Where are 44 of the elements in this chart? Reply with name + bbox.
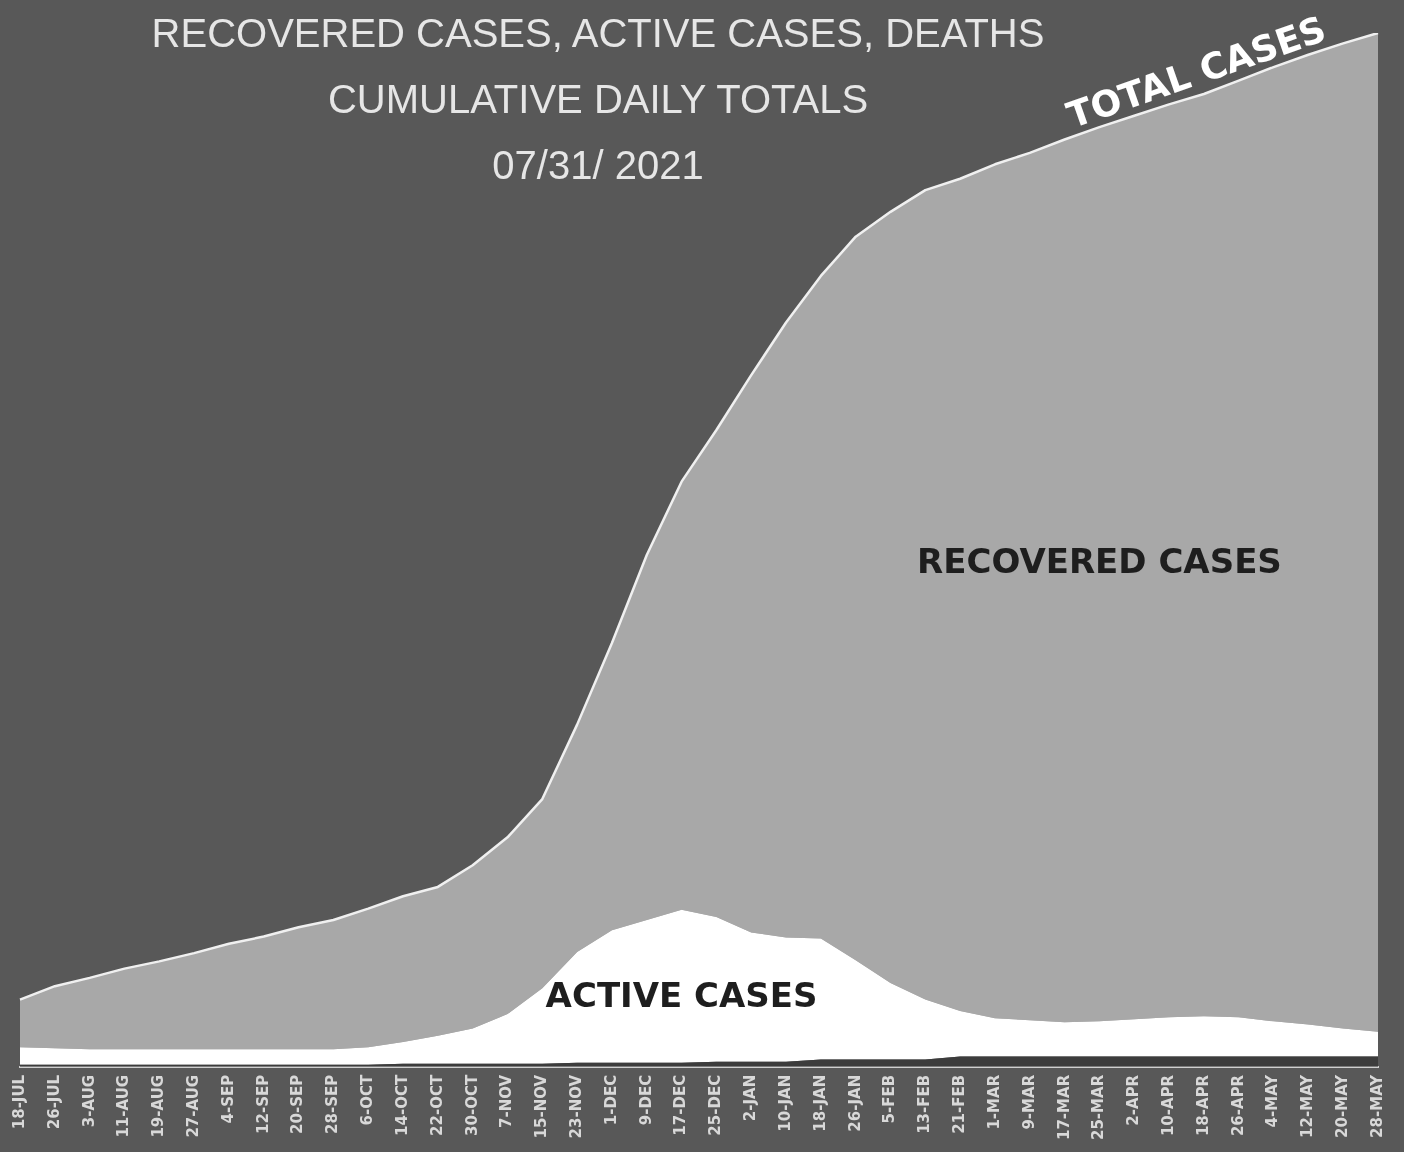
x-tick-label: 18-APR <box>1193 1074 1212 1137</box>
x-tick-label: 1-MAR <box>984 1074 1003 1130</box>
x-tick-label: 20-MAY <box>1333 1073 1352 1138</box>
x-tick-label: 14-OCT <box>392 1074 411 1136</box>
x-tick-label: 19-AUG <box>149 1074 168 1138</box>
chart-title: RECOVERED CASES, ACTIVE CASES, DEATHS <box>151 11 1045 56</box>
x-tick-label: 2-APR <box>1124 1074 1143 1126</box>
series-label: ACTIVE CASES <box>545 975 818 1016</box>
x-tick-label: 9-DEC <box>636 1074 655 1126</box>
x-tick-label: 25-DEC <box>706 1074 725 1136</box>
series-label: RECOVERED CASES <box>917 541 1282 582</box>
x-tick-label: 22-OCT <box>427 1074 446 1136</box>
x-tick-label: 26-JAN <box>845 1074 864 1132</box>
x-tick-label: 26-JUL <box>44 1074 63 1130</box>
x-tick-label: 13-FEB <box>915 1074 934 1134</box>
x-tick-label: 27-AUG <box>183 1074 202 1138</box>
x-tick-label: 10-JAN <box>775 1074 794 1132</box>
x-tick-label: 28-MAY <box>1367 1073 1386 1138</box>
x-tick-label: 4-MAY <box>1263 1073 1282 1128</box>
x-tick-label: 18-JUL <box>9 1074 28 1130</box>
x-tick-label: 11-AUG <box>114 1074 133 1138</box>
x-tick-label: 6-OCT <box>358 1074 377 1126</box>
x-tick-label: 3-AUG <box>79 1074 98 1128</box>
x-tick-label: 4-SEP <box>218 1074 237 1124</box>
text: CUMULATIVE DAILY TOTALS 07/31/ 2021 <box>327 77 869 188</box>
x-tick-label: 12-MAY <box>1298 1073 1317 1138</box>
x-tick-label: 21-FEB <box>950 1074 969 1134</box>
x-tick-label: 9-MAR <box>1019 1074 1038 1130</box>
x-tick-label: 2-JAN <box>741 1074 760 1122</box>
x-tick-label: 15-NOV <box>532 1074 551 1139</box>
x-tick-label: 25-MAR <box>1089 1074 1108 1140</box>
x-tick-label: 1-DEC <box>601 1074 620 1126</box>
x-tick-label: 17-DEC <box>671 1074 690 1136</box>
x-tick-label: 20-SEP <box>288 1074 307 1134</box>
x-tick-label: 28-SEP <box>323 1074 342 1134</box>
x-tick-label: 10-APR <box>1158 1074 1177 1137</box>
x-tick-label: 7-NOV <box>497 1074 516 1128</box>
x-tick-label: 23-NOV <box>567 1074 586 1139</box>
x-tick-label: 18-JAN <box>810 1074 829 1132</box>
x-tick-label: 5-FEB <box>880 1074 899 1124</box>
x-tick-label: 26-APR <box>1228 1074 1247 1137</box>
x-tick-label: 17-MAR <box>1054 1074 1073 1140</box>
x-tick-label: 12-SEP <box>253 1074 272 1134</box>
x-tick-label: 30-OCT <box>462 1074 481 1136</box>
